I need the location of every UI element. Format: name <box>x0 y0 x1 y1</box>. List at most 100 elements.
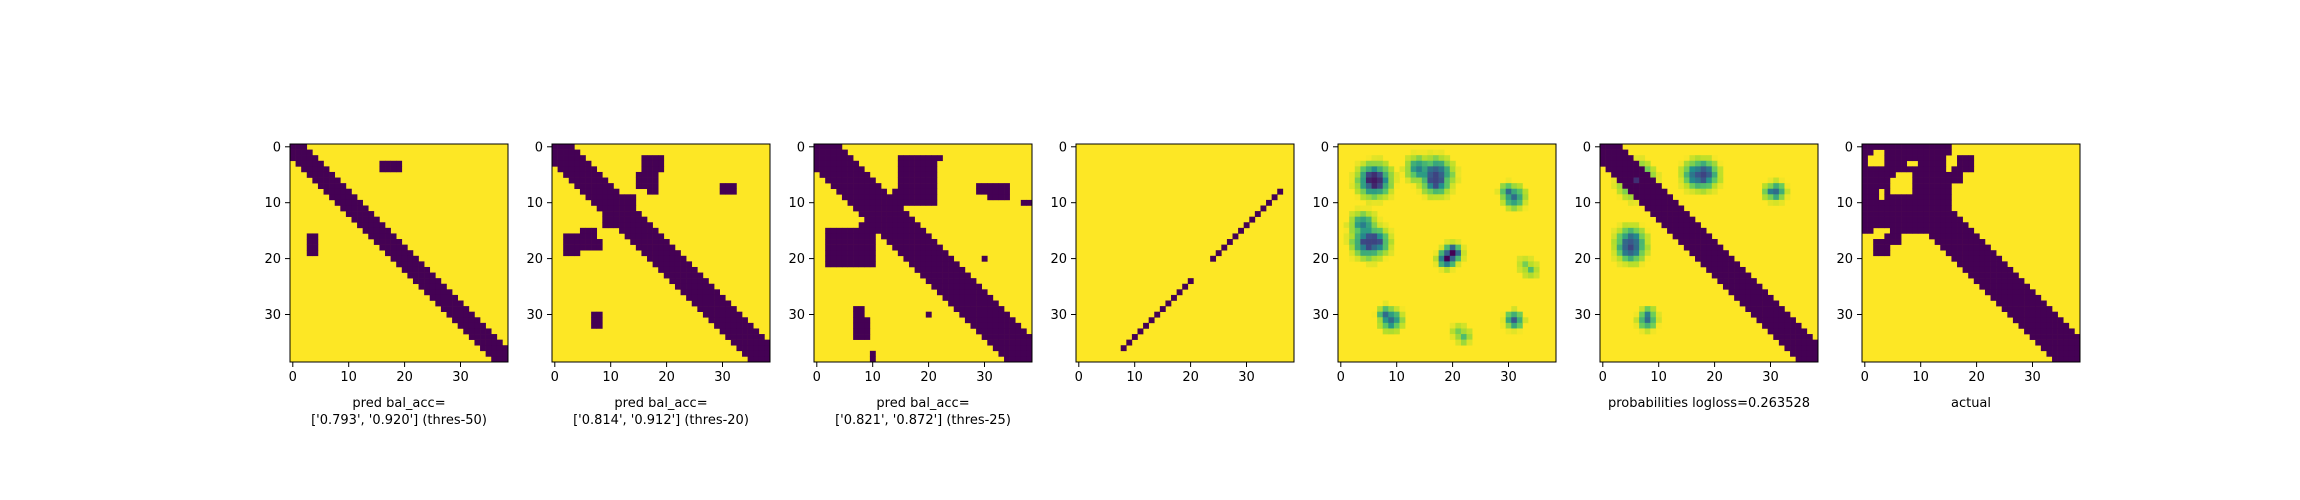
heatmap-cell <box>858 205 865 212</box>
heatmap-cell <box>1945 205 1952 212</box>
heatmap-cell <box>1644 205 1651 212</box>
heatmap-cell <box>2068 345 2075 352</box>
heatmap-cell <box>903 160 910 167</box>
heatmap-cell <box>1945 171 1952 178</box>
heatmap-cell <box>753 345 760 352</box>
heatmap-cell <box>1750 306 1757 312</box>
heatmap-cell <box>1600 144 1606 150</box>
heatmap-cell <box>1711 255 1718 262</box>
heatmap-cell <box>925 183 932 190</box>
heatmap-cell <box>714 317 720 324</box>
heatmap-cell <box>1644 188 1651 195</box>
heatmap-cell <box>903 166 910 173</box>
heatmap-cell <box>1962 233 1969 240</box>
heatmap-cell <box>836 183 843 190</box>
heatmap-cell <box>463 322 470 329</box>
panel-xlabel: actual <box>1951 396 1991 411</box>
heatmap-cell <box>591 317 598 324</box>
heatmap-frame <box>551 143 771 363</box>
heatmap-cell <box>970 289 977 296</box>
heatmap-cell <box>903 183 910 190</box>
heatmap-cell <box>725 183 732 190</box>
heatmap-cell <box>585 183 592 190</box>
heatmap-cell <box>647 155 653 162</box>
heatmap-cell <box>2018 278 2025 285</box>
heatmap-cell <box>1371 255 1378 262</box>
heatmap-cell <box>1455 339 1462 346</box>
heatmap-cell <box>864 334 871 340</box>
heatmap-cell <box>764 356 771 363</box>
heatmap-cell <box>468 334 475 340</box>
heatmap-cell <box>1706 171 1713 178</box>
heatmap-cell <box>1343 233 1350 240</box>
heatmap-cell <box>1906 216 1913 223</box>
heatmap-cell <box>931 255 938 262</box>
heatmap-cell <box>1945 144 1952 150</box>
heatmap-cell <box>1700 233 1707 240</box>
heatmap-cell <box>1365 166 1372 173</box>
heatmap-cell <box>579 183 586 190</box>
heatmap-cell <box>1455 334 1462 340</box>
heatmap-cell <box>970 278 977 285</box>
heatmap-cell <box>1929 177 1935 184</box>
heatmap-cell <box>1015 350 1022 357</box>
heatmap-cell <box>1945 149 1952 156</box>
heatmap-cell <box>329 188 336 195</box>
heatmap-cell <box>345 194 352 201</box>
heatmap-cell <box>1522 261 1529 268</box>
heatmap-cell <box>691 272 698 279</box>
heatmap-cell <box>2024 322 2030 329</box>
heatmap-cell <box>1433 188 1439 195</box>
heatmap-cell <box>2001 300 2008 307</box>
heatmap-cell <box>1232 233 1239 240</box>
heatmap-cell <box>1689 239 1696 245</box>
heatmap-cell <box>1266 199 1272 206</box>
heatmap-cell <box>306 160 313 167</box>
heatmap-cell <box>568 233 575 240</box>
heatmap-cell <box>702 289 709 296</box>
heatmap-cell <box>708 289 715 296</box>
heatmap-cell <box>1377 183 1384 190</box>
heatmap-cell <box>847 233 854 240</box>
heatmap-cell <box>1945 188 1952 195</box>
heatmap-cell <box>981 334 988 340</box>
heatmap-cell <box>1711 183 1718 190</box>
heatmap-cell <box>1449 334 1456 340</box>
heatmap-cell <box>925 194 932 201</box>
heatmap-cell <box>1968 261 1975 268</box>
heatmap-cell <box>2018 283 2025 290</box>
heatmap-cell <box>312 166 319 173</box>
heatmap-cell <box>948 300 955 307</box>
heatmap-cell <box>964 306 971 312</box>
heatmap-cell <box>853 233 860 240</box>
heatmap-cell <box>1176 289 1183 296</box>
heatmap-cell <box>1410 155 1417 162</box>
heatmap-cell <box>1365 255 1372 262</box>
heatmap-cell <box>1700 255 1707 262</box>
heatmap-cell <box>1427 183 1434 190</box>
heatmap-cell <box>1466 334 1473 340</box>
heatmap-cell <box>936 289 943 296</box>
heatmap-cell <box>1616 155 1623 162</box>
heatmap-cell <box>630 199 637 206</box>
heatmap-cell <box>836 171 843 178</box>
heatmap-cell <box>585 171 592 178</box>
heatmap-cell <box>1015 356 1022 363</box>
heatmap-cell <box>345 199 352 206</box>
heatmap-cell <box>970 300 977 307</box>
heatmap-cell <box>1873 199 1880 206</box>
heatmap-cell <box>1784 334 1791 340</box>
x-tick-label: 20 <box>1706 370 1723 385</box>
heatmap-cell <box>2012 306 2019 312</box>
heatmap-cell <box>591 177 598 184</box>
heatmap-cell <box>875 222 882 229</box>
heatmap-cell <box>875 227 882 234</box>
heatmap-cell <box>1873 205 1880 212</box>
heatmap-cell <box>635 239 642 245</box>
heatmap-cell <box>920 255 927 262</box>
heatmap-cell <box>563 250 570 257</box>
heatmap-cell <box>1004 311 1010 318</box>
heatmap-cell <box>412 278 419 285</box>
heatmap-cell <box>1901 199 1908 206</box>
heatmap-cell <box>1984 283 1991 290</box>
